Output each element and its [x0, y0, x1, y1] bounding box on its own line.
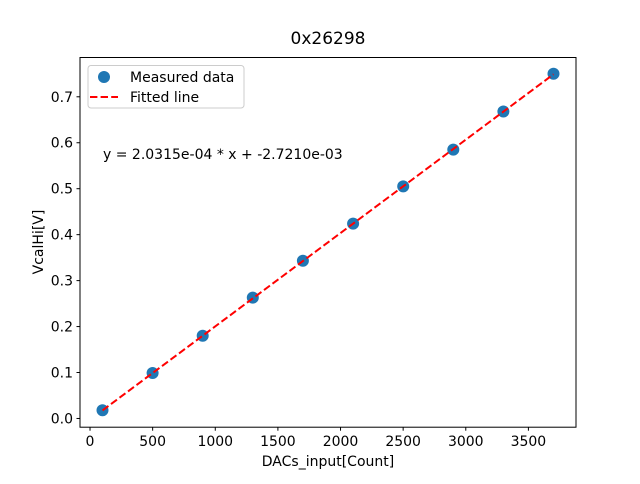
- y-tick-label: 0.3: [51, 274, 73, 290]
- x-tick-label: 2500: [385, 434, 421, 450]
- legend-label-fitted-line: Fitted line: [130, 90, 199, 106]
- plot-frame: [79, 57, 577, 428]
- chart-title: 0x26298: [291, 29, 366, 49]
- x-tick-label: 3000: [448, 434, 484, 450]
- x-tick-label: 0: [86, 434, 95, 450]
- legend: Measured data Fitted line: [87, 65, 245, 109]
- y-tick-label: 0.4: [51, 228, 73, 244]
- plot-area: 0 500 1000 1500 2000 2500 3000 3500 0.0 0.1 0.2 0.3…: [51, 57, 577, 450]
- y-tick-label: 0.7: [51, 90, 73, 106]
- x-tick-label: 500: [139, 434, 166, 450]
- legend-label-measured-data: Measured data: [130, 70, 234, 86]
- legend-measured-marker-icon: [98, 71, 110, 83]
- fitted-line: [101, 73, 555, 412]
- legend-frame: [87, 65, 245, 109]
- y-tick-label: 0.0: [51, 411, 73, 427]
- y-tick-label: 0.6: [51, 136, 73, 152]
- y-tick-label: 0.1: [51, 366, 73, 382]
- y-tick-label: 0.2: [51, 320, 73, 336]
- y-tick-label: 0.5: [51, 182, 73, 198]
- x-axis-label: DACs_input[Count]: [262, 454, 394, 470]
- x-tick-label: 2000: [323, 434, 359, 450]
- x-tick-label: 1500: [260, 434, 296, 450]
- x-tick-label: 1000: [197, 434, 233, 450]
- y-axis-label: VcalHi[V]: [31, 210, 47, 275]
- x-tick-label: 3500: [511, 434, 547, 450]
- fit-equation-annotation: y = 2.0315e-04 * x + -2.7210e-03: [103, 147, 343, 163]
